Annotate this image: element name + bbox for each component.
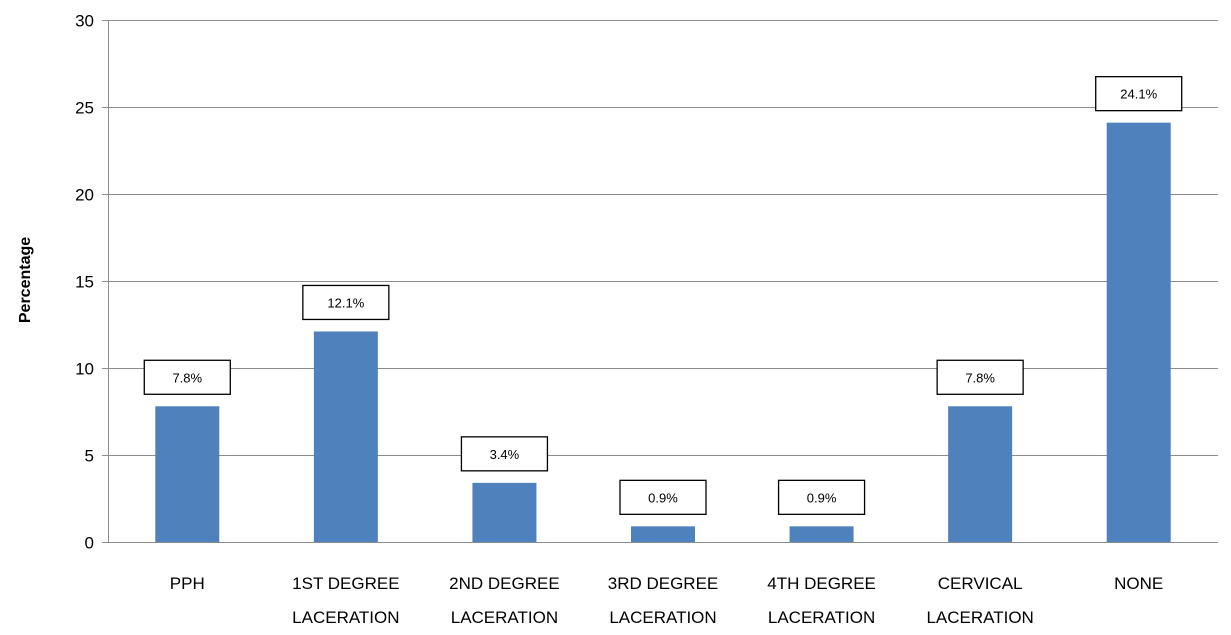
- data-label: 7.8%: [172, 370, 202, 385]
- x-category-label: NONE: [1114, 574, 1163, 593]
- bar: [1106, 122, 1171, 542]
- bars: [155, 122, 1171, 542]
- x-category-label: 4TH DEGREE: [767, 574, 876, 593]
- data-label: 24.1%: [1120, 87, 1157, 102]
- bar: [155, 406, 220, 542]
- data-label: 7.8%: [965, 370, 995, 385]
- data-label-box: [936, 359, 1024, 395]
- bar: [948, 406, 1013, 542]
- data-labels: 7.8% 12.1% 3.4% 0.9% 0.9% 7.8% 24.1%: [143, 76, 1183, 515]
- data-label-box: [460, 436, 549, 472]
- x-category-label: LACERATION: [926, 608, 1033, 627]
- data-label: 0.9%: [807, 490, 837, 505]
- x-category-label: CERVICAL: [938, 574, 1023, 593]
- x-category-label: 2ND DEGREE: [449, 574, 560, 593]
- x-category-label: LACERATION: [451, 608, 558, 627]
- y-tick-label: 20: [75, 186, 94, 205]
- y-tick-label: 0: [85, 534, 94, 553]
- data-label: 12.1%: [327, 295, 364, 310]
- data-label: 0.9%: [648, 490, 678, 505]
- bar: [789, 526, 854, 542]
- bar: [631, 526, 695, 542]
- x-category-label: LACERATION: [609, 608, 716, 627]
- y-axis-label: Percentage: [17, 237, 34, 323]
- y-axis-ticks: 0 5 10 15 20 25 30: [75, 12, 94, 553]
- y-tick-label: 30: [75, 12, 94, 31]
- x-category-label: PPH: [170, 574, 205, 593]
- y-tick-label: 5: [85, 447, 94, 466]
- x-category-label: LACERATION: [292, 608, 399, 627]
- x-category-label: 1ST DEGREE: [292, 574, 399, 593]
- data-label-box: [1095, 76, 1183, 112]
- data-label-box: [619, 479, 707, 515]
- gridlines: [102, 20, 1218, 543]
- x-category-label: 3RD DEGREE: [608, 574, 719, 593]
- data-label-box: [777, 479, 866, 515]
- bar: [472, 482, 537, 542]
- bar: [313, 331, 378, 542]
- data-label: 3.4%: [490, 447, 520, 462]
- y-tick-label: 25: [75, 99, 94, 118]
- y-tick-label: 15: [75, 273, 94, 292]
- x-axis-categories: PPH 1ST DEGREE LACERATION 2ND DEGREE LACERAT…: [170, 574, 1163, 627]
- data-label-box: [302, 284, 390, 321]
- data-label-box: [143, 359, 231, 395]
- x-category-label: LACERATION: [768, 608, 875, 627]
- y-tick-label: 10: [75, 360, 94, 379]
